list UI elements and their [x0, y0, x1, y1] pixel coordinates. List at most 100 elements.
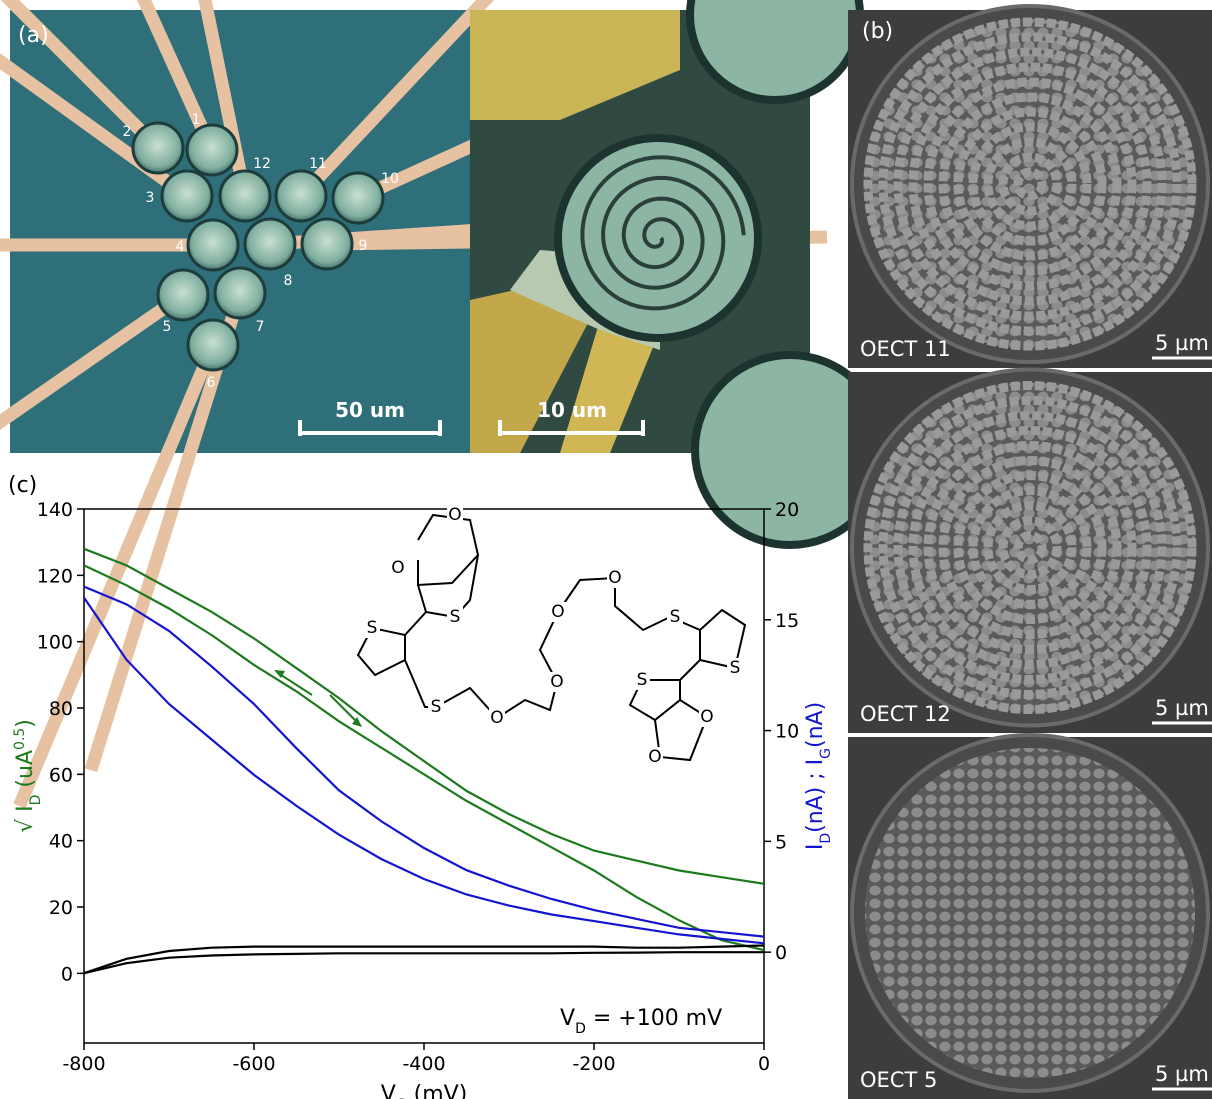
scale-label: 5 µm: [1155, 331, 1209, 355]
atom-bg: [447, 505, 463, 525]
sem-ring: [893, 411, 1167, 684]
pad: [300, 217, 354, 271]
annotation-part: D: [575, 1021, 586, 1037]
atom-bg: [447, 607, 463, 627]
atom-bg: [549, 672, 565, 692]
pad: [243, 217, 297, 271]
device-label: 8: [284, 273, 293, 289]
device-label: 4: [176, 239, 185, 255]
trace: [0, 289, 187, 430]
sem-ring: [998, 516, 1062, 579]
x-tick-label: 0: [758, 1053, 770, 1075]
pad: [185, 123, 239, 177]
x-axis-label-part: (mV): [407, 1082, 468, 1099]
panel-label: (a): [18, 23, 49, 48]
sem-ring: [938, 92, 1122, 276]
sem-ring: [908, 426, 1152, 669]
x-axis-label-part: V: [381, 1082, 396, 1099]
sem-ring: [1013, 167, 1047, 201]
atom-label: O: [490, 708, 503, 728]
scale-label: 5 µm: [1155, 696, 1209, 720]
sem-ring: [983, 501, 1077, 594]
y-tick-label: 20: [49, 897, 73, 919]
y2-axis-label-part: D: [818, 833, 834, 844]
pad: [274, 169, 328, 223]
y2-axis-label-part: I: [803, 844, 828, 851]
atom-bg: [550, 602, 566, 622]
atom-bg: [364, 618, 380, 638]
series-line: [83, 585, 765, 938]
annotation: VD = +100 mV: [560, 1006, 722, 1037]
sem-ring: [968, 122, 1092, 246]
sem-images: OECT 11 5 µm OECT 12 5 µm OECT 5 5 µm: [848, 4, 1212, 1099]
y-axis-label-part: D: [28, 795, 44, 806]
arrow-head: [274, 670, 285, 678]
x-tick-label: -800: [62, 1053, 105, 1075]
y-axis-label-part: ): [13, 719, 38, 728]
y-tick-label: 140: [37, 499, 73, 521]
y-axis-label-part: 0.5: [12, 728, 28, 750]
sem-ring: [923, 441, 1137, 654]
device-label: 9: [359, 238, 368, 254]
y-tick-label: 0: [61, 963, 73, 985]
x-axis-label-part: G: [396, 1097, 407, 1099]
sem-ring: [878, 396, 1182, 699]
atom-label: S: [450, 607, 461, 627]
y2-axis-label: ID(nA) ; IG(nA): [803, 702, 834, 850]
series-line: [83, 951, 764, 975]
scale-label: 5 µm: [1155, 1062, 1209, 1086]
device-label: 5: [163, 319, 172, 335]
pad: [156, 268, 210, 322]
device-label: 1: [192, 112, 201, 128]
sem-ring: [998, 152, 1062, 216]
pad: [186, 318, 240, 372]
panel-label: (c): [8, 473, 37, 498]
device-label: 7: [256, 319, 265, 335]
trace: [13, 342, 219, 809]
device-label: 6: [207, 375, 216, 391]
trace: [560, 320, 660, 453]
x-tick-label: -600: [232, 1053, 275, 1075]
x-tick-label: -200: [572, 1053, 615, 1075]
atom-bg: [727, 658, 743, 678]
atom-label: O: [700, 707, 713, 727]
device-label: 2: [123, 124, 132, 140]
y-tick-label: 120: [37, 565, 73, 587]
y2-tick-label: 0: [775, 942, 787, 964]
sem-ring: [968, 486, 1092, 609]
pad: [131, 121, 185, 175]
trace: [0, 53, 191, 202]
atom-label: O: [391, 558, 404, 578]
y2-tick-label: 5: [775, 831, 787, 853]
pad: [160, 169, 214, 223]
spiral: [580, 155, 746, 311]
sem-ring: [953, 107, 1107, 261]
device-label: 11: [309, 156, 327, 172]
sem-ring: [863, 381, 1197, 714]
y-axis-label: √ ID (uA0.5): [12, 719, 44, 833]
annotation-part: = +100 mV: [586, 1006, 722, 1031]
trace: [470, 280, 600, 453]
y-axis-label-part: (uA: [13, 750, 38, 795]
atom-label: O: [608, 568, 621, 588]
atom-label: S: [637, 670, 648, 690]
device-label: 12: [253, 156, 271, 172]
atom-label: S: [730, 658, 741, 678]
plot-frame: [83, 508, 765, 1044]
series-line: [83, 596, 765, 945]
y-axis-label-part: √ I: [13, 805, 38, 833]
sem-caption: OECT 5: [860, 1068, 937, 1092]
atom-label: S: [367, 618, 378, 638]
x-tick-label: -400: [402, 1053, 445, 1075]
sem-ring: [1013, 531, 1047, 564]
trace: [470, 10, 680, 120]
atom-label: O: [551, 602, 564, 622]
pad: [218, 169, 272, 223]
atom-bg: [647, 747, 663, 767]
sem-ring: [878, 32, 1182, 336]
atom-bg: [428, 697, 444, 717]
y-tick-label: 40: [49, 831, 73, 853]
device-label: 3: [146, 190, 155, 206]
sem-ring: [953, 471, 1107, 624]
